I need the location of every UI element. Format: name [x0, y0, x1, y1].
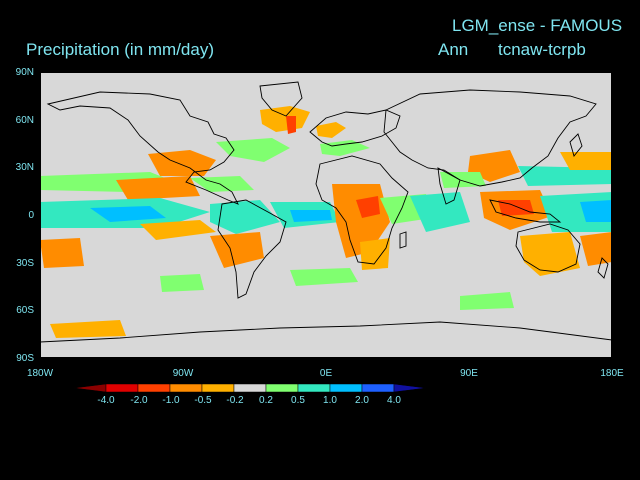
- coast-india: [437, 167, 461, 205]
- coast-europe: [309, 109, 401, 147]
- patch-asia-orange: [468, 150, 520, 182]
- colorbar-label-m05: -0.5: [194, 395, 212, 406]
- lat-label-60n: 60N: [15, 115, 34, 126]
- patch-eq-orange-east: [140, 220, 216, 240]
- patch-eur-green: [320, 140, 370, 156]
- coast-japan: [569, 133, 583, 157]
- colorbar-label-p4: 4.0: [387, 395, 401, 406]
- lat-label-30n: 30N: [15, 162, 34, 173]
- patch-wpac-cyan: [518, 166, 612, 186]
- coast-greenland: [259, 81, 303, 117]
- lat-label-30s: 30S: [16, 258, 34, 269]
- patch-aus-orange: [520, 232, 580, 276]
- colorbar-label-m02: -0.2: [226, 395, 244, 406]
- patch-indian-cyan: [410, 192, 470, 232]
- colorbar-label-m1: -1.0: [162, 395, 180, 406]
- lon-label-0e: 0E: [319, 368, 333, 379]
- lat-label-90s: 90S: [16, 353, 34, 364]
- patch-sh-green-pac: [160, 274, 204, 292]
- coast-north-america: [46, 91, 239, 205]
- season-label: Ann: [438, 40, 469, 59]
- colorbar-swatch: [393, 383, 426, 393]
- coast-south-america: [217, 199, 287, 299]
- patch-namerica-green: [216, 138, 290, 162]
- patch-sh-orange-pac: [40, 238, 84, 268]
- patch-sh-orange-sa: [210, 232, 264, 268]
- lon-label-180e: 180E: [600, 368, 624, 379]
- patch-sh-green-ind: [460, 292, 514, 310]
- patch-eq-blue-pac: [90, 206, 166, 222]
- colorbar-swatch: [265, 383, 299, 393]
- colorbar-label-p02: 0.2: [259, 395, 273, 406]
- comparison-label: tcnaw-tcrpb: [498, 40, 586, 59]
- colorbar-label-p05: 0.5: [291, 395, 305, 406]
- map-frame: [40, 72, 612, 358]
- precipitation-anomaly-map: [40, 72, 612, 358]
- coast-australia: [515, 223, 581, 273]
- lon-label-90w: 90W: [172, 368, 194, 379]
- coastlines: [40, 81, 612, 343]
- colorbar-label-p2: 2.0: [355, 395, 369, 406]
- patch-natl-orange: [260, 106, 310, 132]
- lat-label-eq: 0: [28, 210, 34, 221]
- patch-atl-blue: [290, 210, 332, 222]
- colorbar-label-m4: -4.0: [97, 395, 115, 406]
- lon-label-90e: 90E: [460, 368, 478, 379]
- colorbar-label-p1: 1.0: [323, 395, 337, 406]
- colorbar-swatch: [137, 383, 171, 393]
- patch-maritime-red: [498, 200, 534, 216]
- patch-europe-orange: [316, 122, 346, 138]
- experiment-title: LGM_ense - FAMOUS: [452, 16, 623, 35]
- lat-label-60s: 60S: [16, 305, 34, 316]
- coast-maritime: [489, 199, 562, 223]
- coast-antarctica: [40, 321, 612, 343]
- colorbar-swatch: [169, 383, 203, 393]
- patch-natl-red: [286, 116, 296, 134]
- colorbar-swatch: [361, 383, 395, 393]
- anomaly-patches: [40, 106, 612, 338]
- colorbar-swatch: [329, 383, 363, 393]
- patch-wpac-eq-blue: [580, 200, 612, 222]
- patch-wpac-orange: [560, 152, 612, 170]
- coast-new-zealand: [597, 257, 609, 279]
- colorbar: [73, 383, 426, 393]
- coast-asia: [383, 89, 597, 187]
- patch-so-orange: [50, 320, 126, 338]
- lat-label-90n: 90N: [15, 67, 34, 78]
- coast-madagascar: [399, 231, 407, 249]
- patch-sh-orange-pac2: [580, 232, 612, 266]
- patch-africa-red: [356, 196, 380, 218]
- colorbar-label-m2: -2.0: [130, 395, 148, 406]
- lon-label-180w: 180W: [26, 368, 54, 379]
- patch-sh-green-atl: [290, 268, 358, 286]
- colorbar-swatch: [73, 383, 107, 393]
- patch-tropics-orange-east-pac: [116, 176, 200, 200]
- patch-africa-south-orange: [360, 238, 390, 270]
- variable-title: Precipitation (in mm/day): [26, 40, 215, 59]
- colorbar-swatch: [297, 383, 331, 393]
- colorbar-swatch: [105, 383, 139, 393]
- coast-africa: [315, 155, 409, 265]
- colorbar-swatch: [233, 383, 267, 393]
- colorbar-swatch: [201, 383, 235, 393]
